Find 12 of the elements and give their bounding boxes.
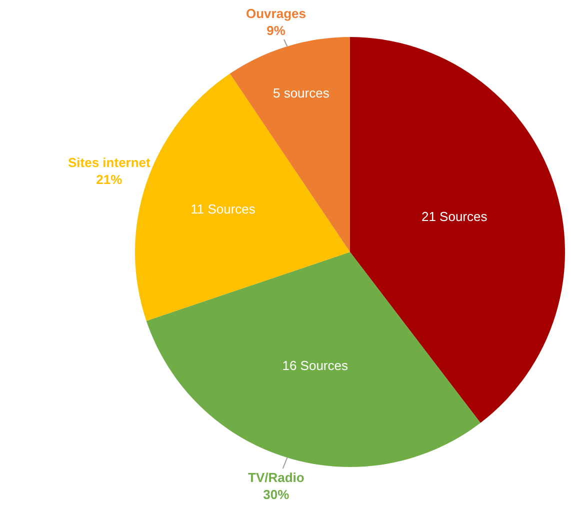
text: 9%: [266, 22, 286, 38]
pie-slice: [146, 252, 480, 467]
slice-label: Sites internet: [68, 155, 152, 170]
data-label: 5 sources: [272, 85, 330, 100]
data-label: 16 Sources: [282, 358, 348, 373]
pie-slice: [350, 37, 565, 423]
data-label: 21 Sources: [421, 209, 488, 224]
text: 30%: [263, 486, 290, 502]
text: 21%: [96, 172, 123, 187]
data-label: 11 Sources: [190, 202, 256, 217]
slice-label: TV/Radio: [248, 470, 304, 485]
slice-label: Ouvrages: [246, 6, 306, 21]
